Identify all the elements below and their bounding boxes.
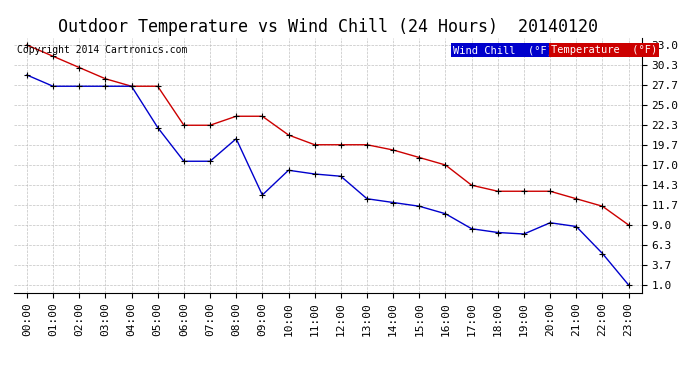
Text: Temperature  (°F): Temperature (°F) xyxy=(551,45,657,55)
Text: Wind Chill  (°F): Wind Chill (°F) xyxy=(453,45,553,55)
Title: Outdoor Temperature vs Wind Chill (24 Hours)  20140120: Outdoor Temperature vs Wind Chill (24 Ho… xyxy=(58,18,598,36)
Text: Copyright 2014 Cartronics.com: Copyright 2014 Cartronics.com xyxy=(17,45,187,55)
